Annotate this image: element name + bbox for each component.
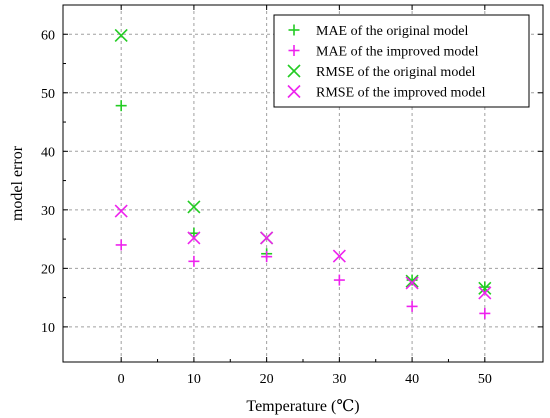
data-point-series-4 (187, 231, 201, 245)
legend-label: RMSE of the original model (316, 65, 476, 80)
y-tick-label: 60 (41, 28, 55, 43)
data-point-series-4 (478, 286, 492, 300)
legend-label: MAE of the original model (316, 24, 469, 39)
axis-ticks: 0 10 20 30 40 50 10 20 30 40 50 60 (41, 5, 543, 387)
data-point-series-3 (478, 281, 492, 295)
legend-marker-1 (288, 24, 300, 36)
data-point-series-4 (332, 249, 346, 263)
data-point-series-2 (115, 239, 127, 251)
y-tick-label: 10 (41, 321, 55, 336)
legend-label: RMSE of the improved model (316, 86, 486, 101)
y-axis-label: model error (9, 145, 26, 221)
data-point-series-2 (188, 255, 200, 267)
x-tick-label: 30 (332, 372, 346, 387)
legend-label: MAE of the improved model (316, 45, 479, 60)
data-point-series-2 (261, 251, 273, 263)
y-tick-label: 30 (41, 204, 55, 219)
x-tick-label: 0 (118, 372, 125, 387)
data-point-series-4 (114, 204, 128, 218)
data-point-series-3 (187, 200, 201, 214)
x-axis-label: Temperature (℃) (246, 398, 359, 415)
legend-marker-2 (288, 45, 300, 56)
x-tick-label: 50 (478, 372, 492, 387)
data-point-series-3 (114, 28, 128, 42)
data-point-series-3 (405, 274, 419, 288)
legend-marker-3 (287, 64, 301, 78)
data-point-series-4 (405, 276, 419, 290)
x-tick-label: 10 (187, 372, 201, 387)
data-point-series-2 (333, 274, 345, 286)
y-tick-label: 40 (41, 145, 55, 160)
y-tick-label: 50 (41, 87, 55, 102)
x-tick-label: 20 (260, 372, 274, 387)
data-point-series-2 (406, 300, 418, 312)
data-point-series-1 (115, 100, 127, 112)
legend: MAE of the original model MAE of the impr… (273, 14, 530, 108)
legend-marker-4 (287, 84, 301, 99)
data-point-series-2 (479, 307, 491, 319)
y-tick-label: 20 (41, 262, 55, 277)
data-points (114, 28, 492, 319)
x-tick-label: 40 (405, 372, 419, 387)
data-point-series-4 (260, 231, 274, 245)
legend-box (273, 14, 530, 108)
data-point-series-1 (479, 281, 491, 293)
